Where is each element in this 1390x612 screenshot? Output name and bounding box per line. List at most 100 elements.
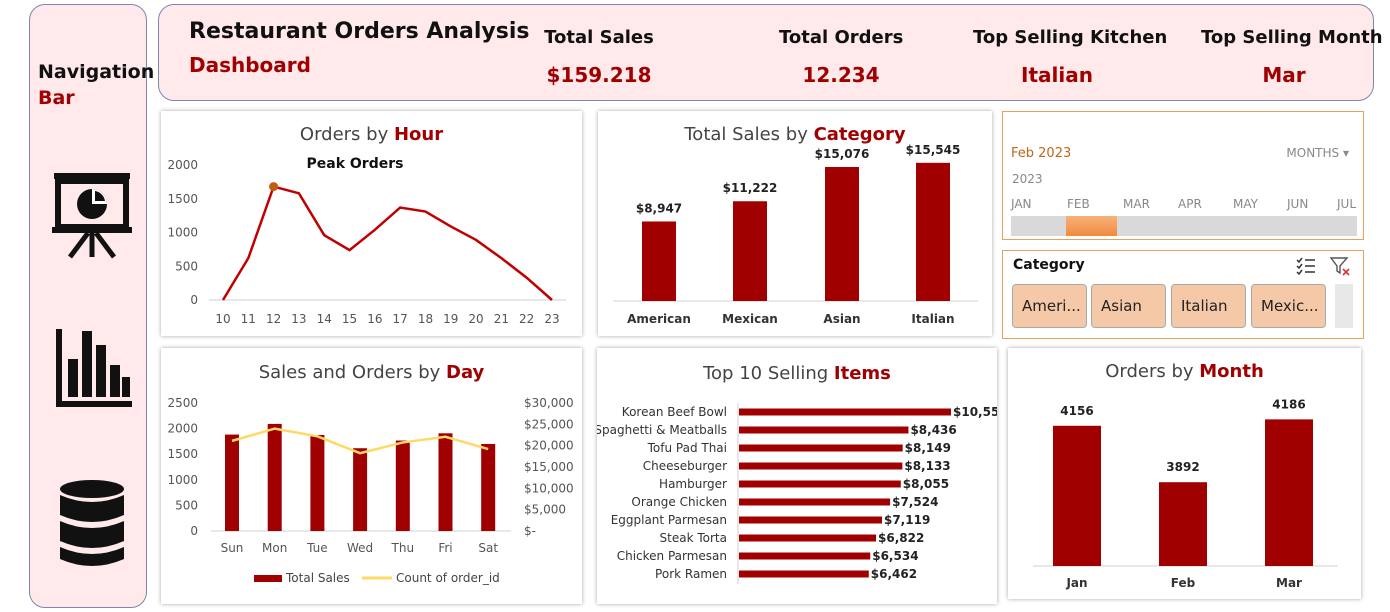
x-tick-label: 18	[418, 312, 433, 326]
sales-by-category-title: Total Sales by Category	[684, 124, 906, 145]
sales-bar	[438, 433, 453, 531]
legend-sales-label: Total Sales	[285, 571, 350, 585]
kpi-top-kitchen-value: Italian	[1021, 63, 1093, 87]
timeline-month[interactable]: MAY	[1233, 197, 1258, 211]
timeline-month[interactable]: JUL	[1337, 197, 1357, 211]
x-tick-label: Sat	[478, 541, 498, 555]
bar	[739, 498, 891, 506]
item-label: Eggplant Parmesan	[611, 513, 727, 527]
peak-marker	[269, 182, 279, 192]
right-tick-label: $-	[524, 524, 536, 538]
orders-by-hour-panel: Orders by Hour 0 500 1000 1500 2000 10 11 12 13 1…	[161, 111, 582, 336]
bar-chart-icon[interactable]	[54, 325, 134, 409]
slicer-item-asian[interactable]: Asian	[1091, 284, 1166, 328]
data-label: 4156	[1060, 404, 1093, 418]
presentation-chart-icon[interactable]	[48, 169, 136, 261]
legend-sales-swatch	[254, 575, 282, 582]
timeline-month[interactable]: MAR	[1123, 197, 1150, 211]
timeline-month[interactable]: JUN	[1287, 197, 1309, 211]
bar	[739, 462, 903, 470]
x-tick-label: 13	[291, 312, 306, 326]
orders-by-month-panel: Orders by Month 4156 Jan 3892 Feb 4186 Mar	[1008, 348, 1361, 599]
data-label: $6,822	[878, 531, 924, 545]
sales-orders-by-day-panel: Sales and Orders by Day 0 500 1000 1500 2000…	[161, 348, 582, 604]
data-label: $6,462	[871, 567, 917, 581]
data-label: $8,149	[905, 441, 951, 455]
right-tick-label: $30,000	[524, 396, 574, 410]
x-tick-label: 19	[443, 312, 458, 326]
timeline-month[interactable]: APR	[1178, 197, 1202, 211]
slicer-item-italian[interactable]: Italian	[1171, 284, 1246, 328]
series-line	[221, 185, 553, 301]
bar	[739, 570, 869, 578]
y-tick-label: 1500	[167, 192, 198, 206]
bar	[739, 426, 909, 434]
y-tick-label: 1000	[167, 226, 198, 240]
peak-annotation: Peak Orders	[307, 156, 404, 172]
timeline-mode-dropdown[interactable]: MONTHS ▾	[1286, 146, 1349, 160]
item-label: Chicken Parmesan	[617, 549, 727, 563]
bar	[739, 444, 903, 452]
data-label: $8,055	[903, 477, 949, 491]
left-tick-label: 500	[175, 498, 198, 512]
sales-by-category-panel: Total Sales by Category $8,947 American $1…	[598, 111, 992, 336]
item-label: Orange Chicken	[631, 495, 727, 509]
bar	[1265, 419, 1313, 566]
data-label: $8,436	[910, 423, 956, 437]
category-label: Feb	[1171, 576, 1196, 590]
sales-bar	[310, 435, 325, 531]
right-tick-label: $20,000	[524, 439, 574, 453]
x-tick-label: 11	[241, 312, 256, 326]
category-label: Asian	[823, 312, 860, 326]
bar	[642, 221, 676, 301]
category-slicer: Category Ameri... Asian Italian Mexic...	[1002, 250, 1364, 339]
data-label: $8,133	[904, 459, 950, 473]
timeline-month[interactable]: JAN	[1011, 197, 1032, 211]
timeline-track[interactable]	[1011, 216, 1357, 236]
slicer-title: Category	[1013, 257, 1085, 273]
left-tick-label: 2500	[167, 396, 198, 410]
database-icon[interactable]	[58, 479, 126, 569]
x-tick-label: Wed	[347, 541, 373, 555]
bar	[733, 201, 767, 301]
slicer-scrollbar[interactable]	[1335, 284, 1353, 328]
bar	[739, 480, 901, 488]
right-tick-label: $5,000	[524, 503, 566, 517]
slicer-item-american[interactable]: Ameri...	[1012, 284, 1087, 328]
left-tick-label: 1500	[167, 447, 198, 461]
left-tick-label: 1000	[167, 473, 198, 487]
multi-select-icon[interactable]	[1295, 255, 1317, 277]
item-label: Korean Beef Bowl	[622, 405, 727, 419]
timeline-month[interactable]: FEB	[1067, 197, 1090, 211]
data-label: $6,534	[872, 549, 918, 563]
left-tick-label: 0	[190, 524, 198, 538]
clear-filter-icon[interactable]	[1329, 255, 1351, 277]
top-items-panel: Top 10 Selling Items Korean Beef Bowl $10…	[597, 348, 997, 604]
sales-bar	[353, 448, 368, 531]
timeline-year: 2023	[1012, 172, 1043, 186]
nav-subtitle: Bar	[38, 87, 75, 109]
data-label: $15,076	[815, 147, 870, 161]
x-tick-label: 12	[266, 312, 281, 326]
bar	[739, 552, 871, 560]
timeline-selected-range[interactable]	[1066, 216, 1117, 236]
bar	[1053, 425, 1101, 566]
month-timeline-slicer[interactable]: Feb 2023 MONTHS ▾ 2023 JAN FEB MAR APR M…	[1002, 111, 1364, 240]
data-label: $15,545	[906, 143, 961, 157]
kpi-total-orders-value: 12.234	[802, 63, 880, 87]
x-tick-label: 20	[468, 312, 483, 326]
kpi-total-sales-value: $159.218	[546, 63, 652, 87]
x-tick-label: Fri	[438, 541, 452, 555]
bar	[739, 516, 882, 524]
category-label: Mexican	[722, 312, 778, 326]
item-label: Pork Ramen	[655, 567, 727, 581]
top-items-chart: Korean Beef Bowl $10,555 Spaghetti & Meatb…	[597, 403, 997, 584]
data-label: $7,119	[884, 513, 930, 527]
orders-line	[231, 427, 489, 455]
x-tick-label: 14	[317, 312, 332, 326]
sales-bar	[267, 423, 282, 531]
kpi-top-month-label: Top Selling Month	[1201, 27, 1383, 48]
slicer-item-mexican[interactable]: Mexic...	[1251, 284, 1326, 328]
item-label: Cheeseburger	[643, 459, 727, 473]
bar	[739, 534, 877, 542]
